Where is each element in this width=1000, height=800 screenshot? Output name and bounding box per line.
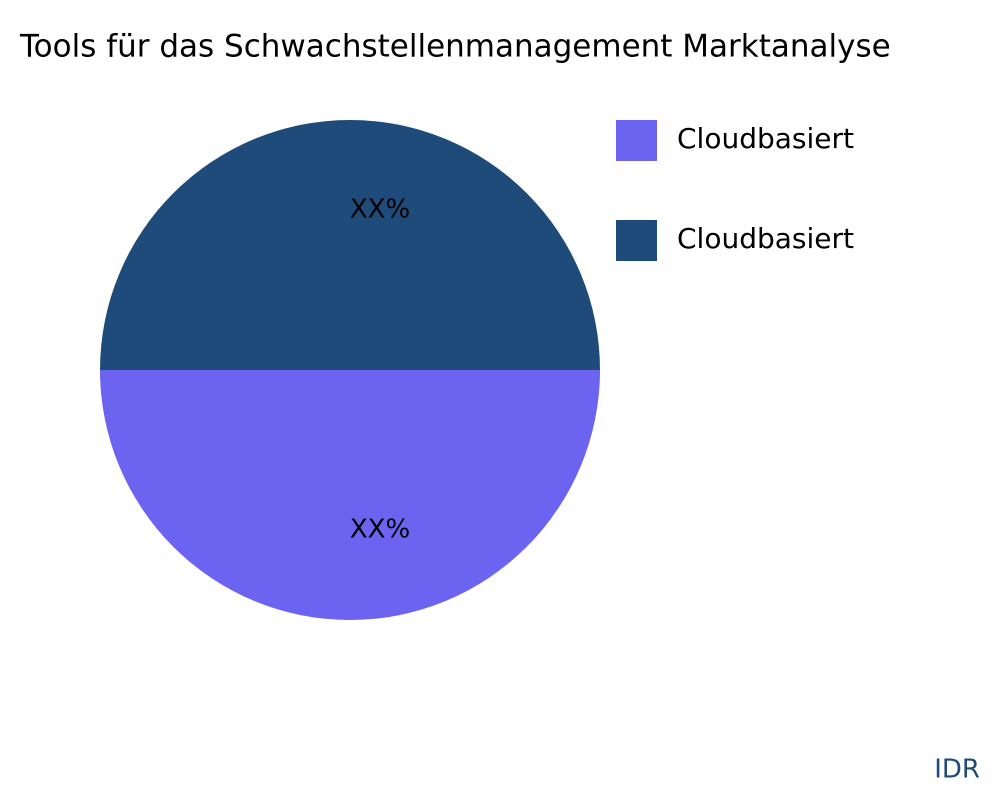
watermark: IDR — [934, 755, 980, 785]
legend-label: Cloudbasiert — [677, 222, 854, 255]
pie-slice — [100, 120, 600, 370]
pie-slice — [100, 370, 600, 620]
legend-swatch — [616, 220, 657, 261]
chart-title: Tools für das Schwachstellenmanagement M… — [19, 29, 891, 65]
legend-label: Cloudbasiert — [677, 122, 854, 155]
legend-swatch — [616, 120, 657, 161]
slice-label: XX% — [350, 195, 410, 225]
slice-label: XX% — [350, 515, 410, 545]
